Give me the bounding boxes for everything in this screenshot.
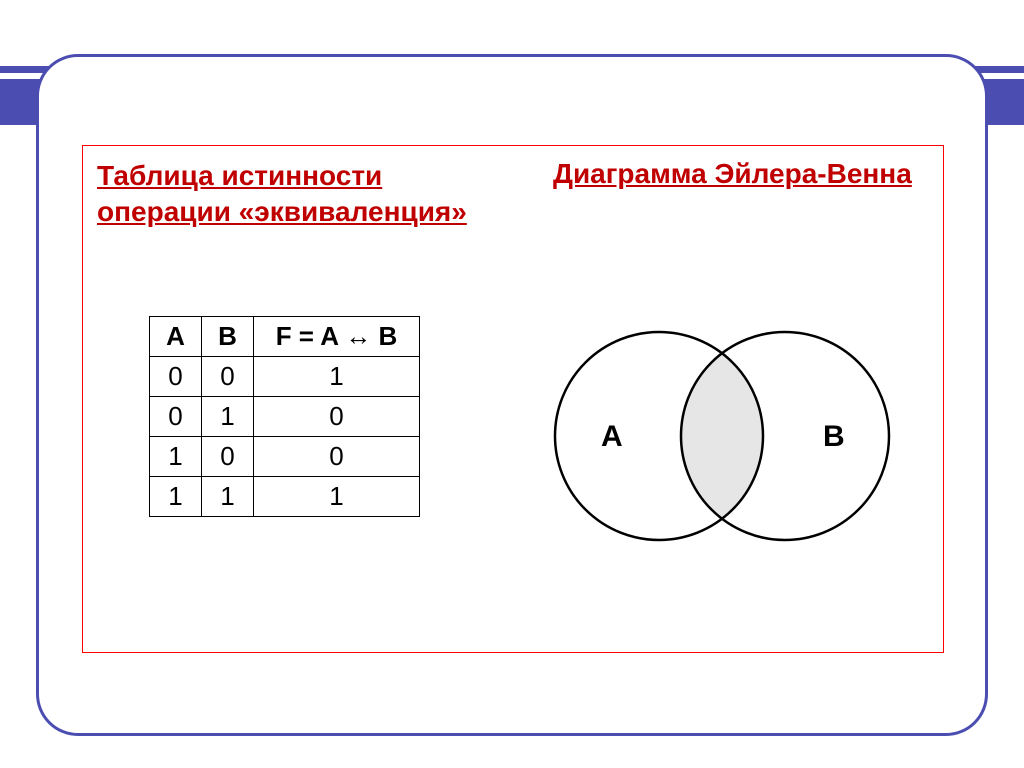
cell-b: 1 (202, 397, 254, 437)
table-row: 1 0 0 (150, 437, 420, 477)
venn-diagram: A B (537, 318, 897, 558)
cell-f: 1 (254, 477, 420, 517)
title-venn-diagram: Диаграмма Эйлера-Венна (553, 158, 912, 190)
table-row: 0 0 1 (150, 357, 420, 397)
cell-a: 1 (150, 477, 202, 517)
truth-table: A B F = A ↔ B 0 0 1 0 1 0 1 0 0 1 1 1 (149, 316, 420, 517)
venn-label-a: A (601, 420, 623, 453)
cell-b: 1 (202, 477, 254, 517)
table-header-row: A B F = A ↔ B (150, 317, 420, 357)
cell-a: 0 (150, 397, 202, 437)
title-left-line1: Таблица истинности (97, 160, 382, 191)
cell-b: 0 (202, 357, 254, 397)
header-a: A (150, 317, 202, 357)
cell-a: 0 (150, 357, 202, 397)
slide-content-box: Таблица истинности операции «эквиваленци… (82, 145, 944, 653)
venn-svg: A B (537, 318, 897, 558)
table-row: 0 1 0 (150, 397, 420, 437)
cell-f: 0 (254, 397, 420, 437)
title-left-line2: операции «эквиваленция» (97, 196, 467, 227)
cell-f: 1 (254, 357, 420, 397)
cell-b: 0 (202, 437, 254, 477)
venn-label-b: B (823, 420, 845, 453)
table-row: 1 1 1 (150, 477, 420, 517)
header-f: F = A ↔ B (254, 317, 420, 357)
cell-f: 0 (254, 437, 420, 477)
header-b: B (202, 317, 254, 357)
title-truth-table: Таблица истинности операции «эквиваленци… (97, 158, 467, 231)
cell-a: 1 (150, 437, 202, 477)
